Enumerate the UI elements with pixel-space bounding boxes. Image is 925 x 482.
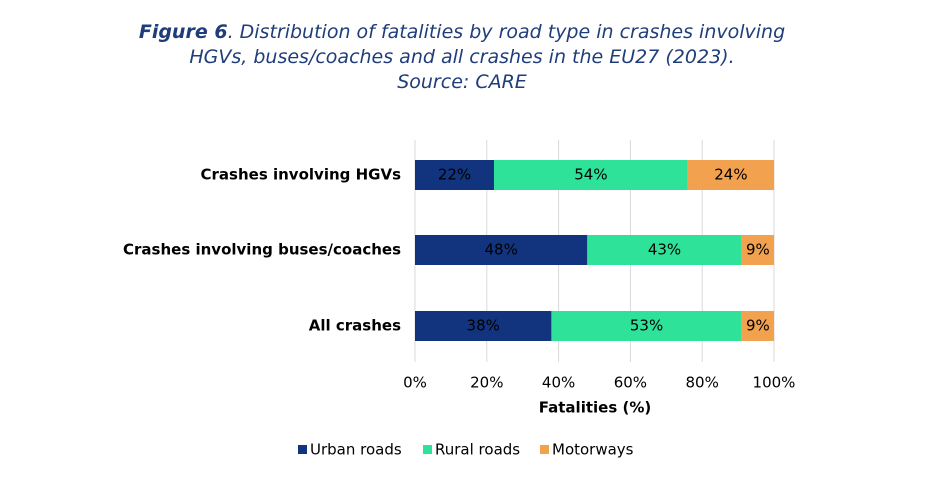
legend-label: Motorways bbox=[552, 441, 634, 459]
x-tick-label: 40% bbox=[542, 374, 575, 392]
bar-segment bbox=[493, 160, 688, 190]
x-tick-label: 60% bbox=[614, 374, 647, 392]
legend-label: Urban roads bbox=[310, 441, 402, 459]
title-label: Figure 6 bbox=[138, 21, 228, 43]
title-text: . Distribution of fatalities by road typ… bbox=[189, 21, 786, 68]
data-label: 43% bbox=[648, 241, 681, 259]
data-label: 48% bbox=[484, 241, 517, 259]
data-label: 38% bbox=[467, 317, 500, 335]
data-label: 54% bbox=[574, 166, 607, 184]
bar-segment bbox=[741, 235, 774, 265]
bar-segment bbox=[687, 160, 774, 190]
x-tick-label: 100% bbox=[753, 374, 796, 392]
bar-segment bbox=[587, 235, 742, 265]
data-label: 22% bbox=[438, 166, 471, 184]
data-label: 9% bbox=[746, 241, 770, 259]
x-tick-label: 0% bbox=[403, 374, 427, 392]
bar-segment bbox=[415, 160, 494, 190]
data-label: 53% bbox=[630, 317, 663, 335]
y-tick-label: Crashes involving HGVs bbox=[201, 166, 402, 184]
y-tick-label: All crashes bbox=[309, 317, 401, 335]
bar-segment bbox=[551, 311, 742, 341]
legend-swatch bbox=[423, 445, 432, 454]
x-tick-label: 80% bbox=[686, 374, 719, 392]
x-tick-label: 20% bbox=[470, 374, 503, 392]
legend-swatch bbox=[540, 445, 549, 454]
y-tick-label: Crashes involving buses/coaches bbox=[123, 241, 401, 259]
data-label: 24% bbox=[714, 166, 747, 184]
legend-label: Rural roads bbox=[435, 441, 520, 459]
legend-swatch bbox=[298, 445, 307, 454]
chart-title: Figure 6. Distribution of fatalities by … bbox=[112, 20, 812, 95]
subtitle: Source: CARE bbox=[397, 71, 527, 93]
x-axis-label: Fatalities (%) bbox=[539, 399, 651, 417]
bar-segment bbox=[741, 311, 774, 341]
data-label: 9% bbox=[746, 317, 770, 335]
bar-segment bbox=[415, 235, 588, 265]
bar-segment bbox=[415, 311, 552, 341]
